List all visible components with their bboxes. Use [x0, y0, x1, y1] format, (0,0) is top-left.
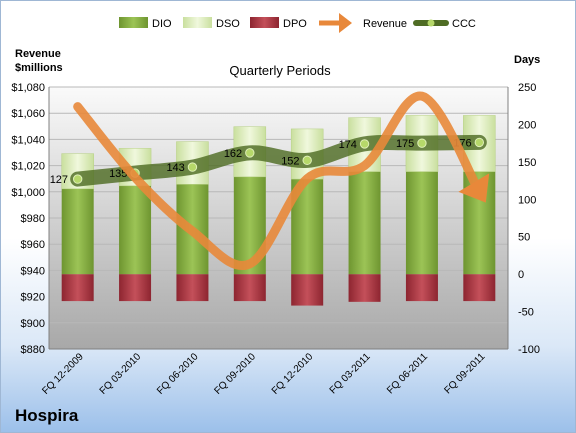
ccc-point [359, 139, 370, 149]
company-name: Hospira [15, 406, 79, 425]
ccc-point [302, 155, 312, 166]
left-tick-label: $880 [21, 344, 45, 356]
ccc-line [70, 134, 487, 187]
category-label: FQ 06-2010 [155, 351, 201, 397]
ccc-value-label: 143 [166, 162, 184, 174]
left-tick-label: $900 [21, 318, 45, 330]
right-tick-label: 100 [518, 194, 536, 206]
bar-dpo [463, 274, 496, 302]
legend-swatch [119, 17, 148, 28]
ccc-value-label: 127 [50, 174, 68, 186]
bar-dio [119, 185, 152, 275]
left-tick-label: $1,000 [11, 187, 45, 199]
left-tick-label: $920 [21, 292, 45, 304]
category-label: FQ 03-2010 [98, 351, 144, 397]
legend-label: Revenue [363, 18, 407, 30]
bar-dpo [405, 274, 438, 302]
legend-label: CCC [452, 18, 476, 30]
right-tick-label: -50 [518, 307, 534, 319]
ccc-point [187, 162, 198, 172]
ccc-point [245, 148, 255, 158]
ccc-value-label: 162 [224, 148, 242, 160]
legend-label: DPO [283, 18, 307, 30]
ccc-point [72, 174, 83, 184]
category-label: FQ 12-2009 [40, 351, 86, 397]
left-tick-label: $980 [21, 213, 45, 225]
legend-label: DSO [216, 18, 240, 30]
bar-dpo [61, 274, 94, 302]
ccc-point [417, 138, 427, 148]
legend: DIO DSO DPO Revenue CCC [119, 13, 476, 33]
legend-swatch [250, 17, 279, 28]
bar-dpo [233, 274, 266, 302]
left-axis-label-line2: $millions [15, 62, 63, 74]
ccc-value-label: 135 [109, 168, 127, 180]
right-tick-label: 0 [518, 269, 524, 281]
left-tick-label: $1,060 [11, 108, 45, 120]
legend-marker [427, 19, 435, 27]
right-tick-label: -100 [518, 344, 540, 356]
ccc-value-label: 175 [396, 138, 414, 150]
bar-dio [61, 188, 94, 275]
right-tick-label: 250 [518, 82, 536, 94]
legend-swatch [183, 17, 212, 28]
ccc-value-label: 152 [281, 155, 299, 167]
revenue-line [73, 91, 490, 270]
category-label: FQ 09-2011 [442, 351, 487, 396]
bar-dpo [348, 274, 381, 302]
left-tick-label: $1,020 [11, 161, 45, 173]
ccc-value-label: 174 [339, 139, 357, 151]
right-tick-label: 150 [518, 157, 536, 169]
chart-title: Quarterly Periods [229, 63, 331, 78]
bar-dio [348, 171, 381, 275]
right-tick-label: 200 [518, 119, 536, 131]
bar-dio [405, 171, 438, 275]
legend-label: DIO [152, 18, 172, 30]
right-tick-label: 50 [518, 232, 530, 244]
bar-dpo [119, 274, 152, 302]
left-tick-label: $960 [21, 239, 45, 251]
category-label: FQ 09-2010 [212, 351, 258, 397]
ccc-point [474, 137, 485, 148]
left-tick-label: $1,080 [11, 82, 45, 94]
left-tick-label: $940 [21, 265, 45, 277]
bar-dpo [176, 274, 209, 302]
category-label: FQ 03-2011 [328, 351, 373, 396]
category-label: FQ 06-2011 [385, 351, 430, 396]
category-label: FQ 12-2010 [270, 351, 316, 397]
bar-dpo [291, 274, 324, 306]
left-axis-label-line1: Revenue [15, 48, 61, 60]
right-axis-label: Days [514, 54, 540, 66]
left-tick-label: $1,040 [11, 134, 45, 146]
